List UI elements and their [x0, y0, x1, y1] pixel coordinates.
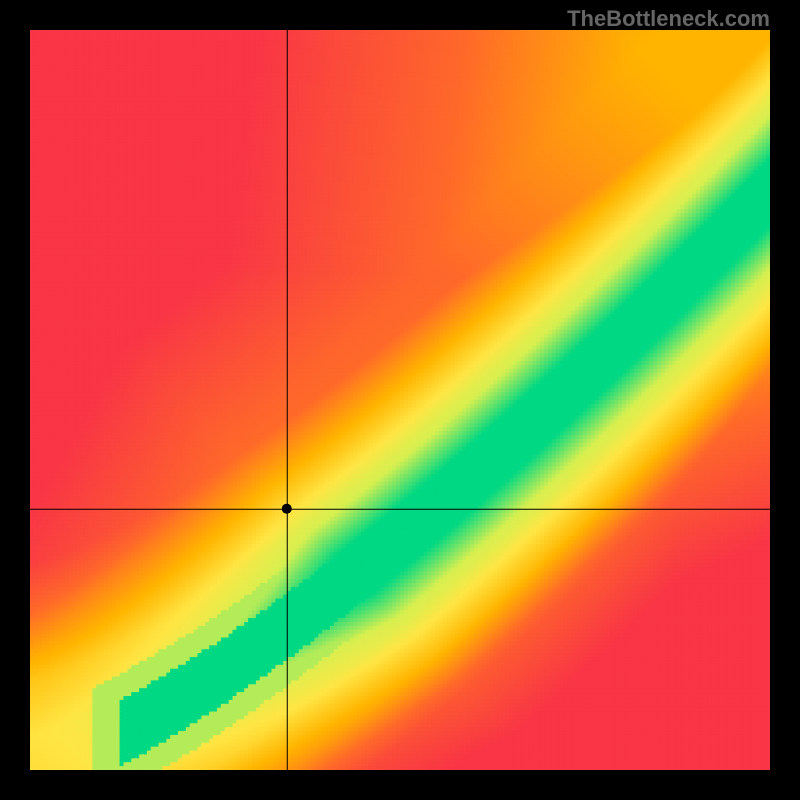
heatmap-canvas [30, 30, 770, 770]
watermark-text: TheBottleneck.com [567, 6, 770, 32]
heatmap-plot [30, 30, 770, 770]
